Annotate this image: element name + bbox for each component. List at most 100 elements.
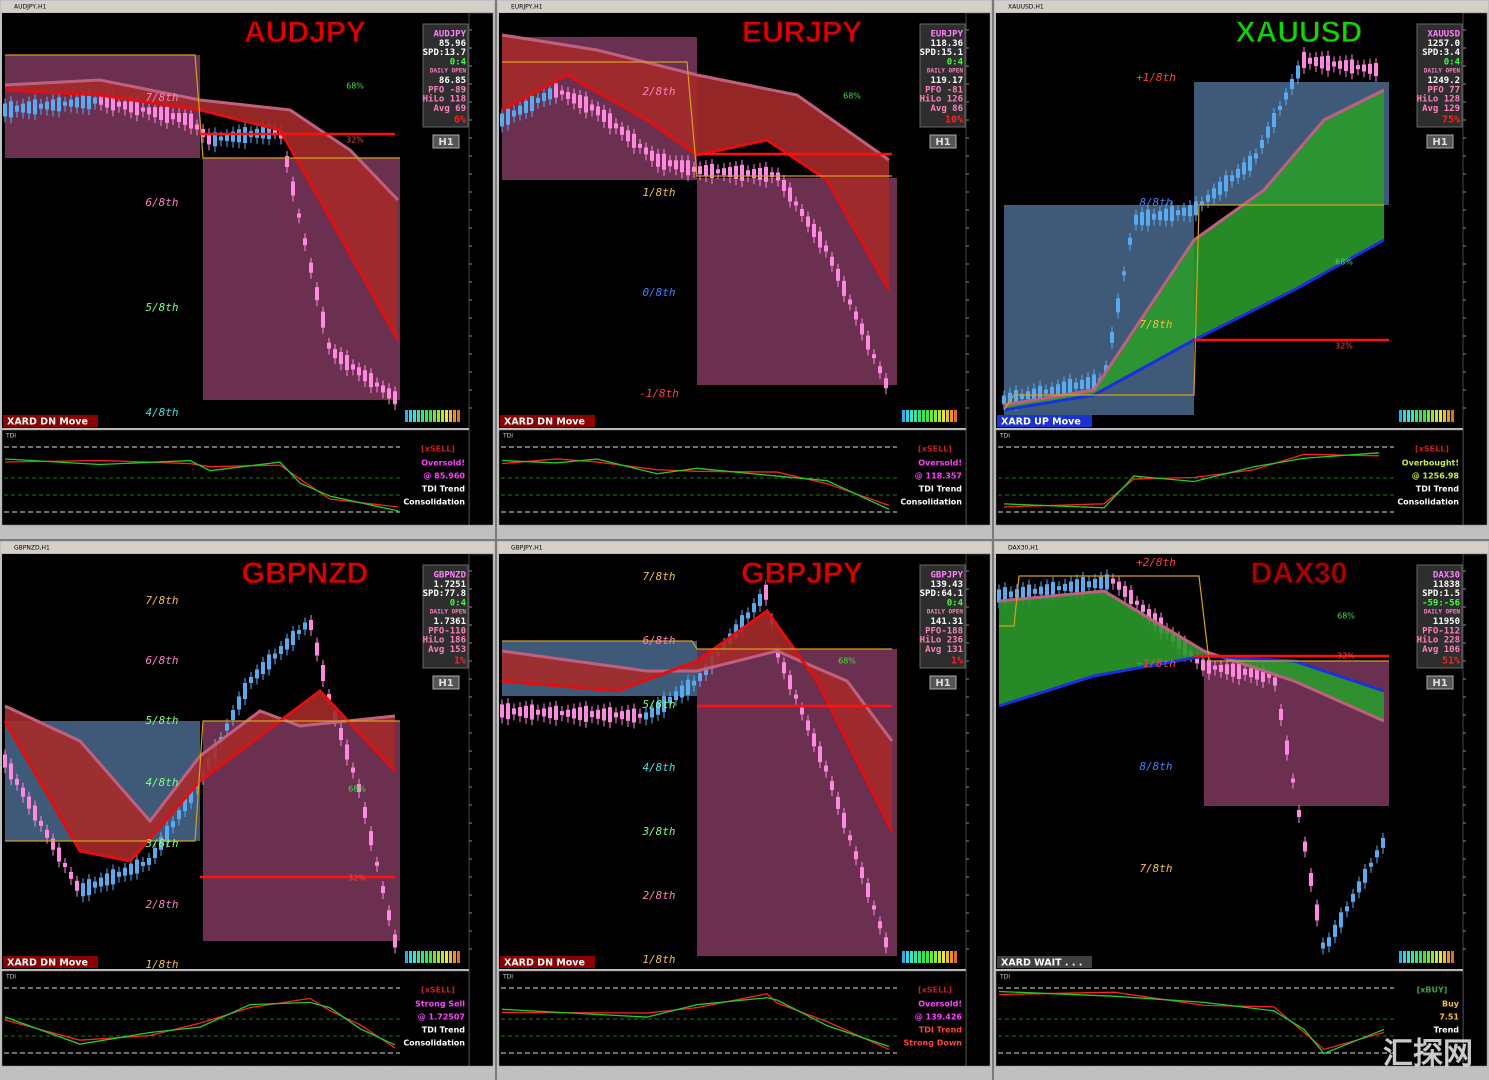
fib-label: 68% [1337, 612, 1355, 621]
watermark: 汇探网 [1383, 1037, 1473, 1072]
candle [524, 705, 528, 718]
info-line: 1.7361 [433, 617, 466, 627]
candle [1122, 271, 1126, 276]
candle [1147, 609, 1151, 620]
candle [554, 83, 558, 98]
strength-bar [1411, 410, 1414, 422]
strength-bar [1411, 951, 1414, 963]
strength-bar [409, 951, 412, 963]
candle [315, 642, 319, 656]
candle [327, 342, 331, 349]
strength-bar [1451, 410, 1454, 422]
candle [75, 97, 79, 108]
date-label: 23 Feb 04:00 [39, 529, 72, 535]
strength-bar [1439, 410, 1442, 422]
strength-bar [1403, 951, 1406, 963]
ma-fast [4, 88, 400, 341]
strength-bar [950, 951, 953, 963]
date-label: 24 Feb 04:00 [737, 529, 770, 535]
candle [219, 136, 223, 141]
candle [231, 710, 235, 720]
candle [1153, 613, 1157, 627]
strength-bar [1407, 410, 1410, 422]
candle [141, 107, 145, 112]
candle [866, 335, 870, 350]
candle [752, 169, 756, 179]
candle [842, 280, 846, 296]
fib-label: 32% [1335, 342, 1353, 351]
candle [1272, 113, 1276, 127]
strength-bar [441, 951, 444, 963]
tdi-text: TDI Trend [1416, 485, 1460, 494]
daily-open-line [5, 720, 400, 842]
date-label: 23 Feb 08:00 [72, 1070, 105, 1076]
candle [1182, 207, 1186, 216]
ma-slow [998, 589, 1385, 723]
candle [345, 744, 349, 760]
candle [860, 867, 864, 879]
candle [650, 150, 654, 161]
status-box [500, 956, 595, 968]
status: XARD DN Move [504, 417, 585, 428]
candle [171, 113, 175, 120]
candle [1152, 213, 1156, 220]
daily-open-line [502, 61, 892, 177]
info-line: 1% [454, 656, 466, 667]
date-label: 24 Feb 16:00 [340, 1070, 373, 1076]
candle [87, 93, 91, 110]
candle [273, 653, 277, 659]
candle [1086, 377, 1090, 390]
date-label: 24 Feb 20:00 [374, 529, 407, 535]
tdi-text: Consolidation [403, 498, 465, 507]
candle [1092, 374, 1096, 390]
title-bar[interactable] [1, 542, 494, 553]
strength-bar [417, 951, 420, 963]
candle [1363, 868, 1367, 883]
tdi-text: @ 85.960 [423, 472, 465, 481]
title-bar[interactable] [498, 1, 991, 12]
strength-bar [1443, 951, 1446, 963]
candle [752, 603, 756, 613]
strength-bar [425, 410, 428, 422]
candle [1267, 672, 1271, 678]
candle [39, 820, 43, 826]
candle [674, 691, 678, 701]
candle [632, 708, 636, 723]
candle [740, 164, 744, 181]
date-label: 23 Feb 16:00 [1133, 529, 1166, 535]
murrey-level: 4/8th [145, 406, 178, 419]
title-bar[interactable] [995, 542, 1488, 553]
fib-label: 32% [348, 874, 366, 883]
candle [1117, 581, 1121, 590]
info-line: PFO 77 [1427, 85, 1460, 95]
murrey-level: 7/8th [145, 594, 178, 607]
strength-bar [1419, 951, 1422, 963]
fib-label: 68% [838, 657, 856, 666]
candle [69, 99, 73, 107]
date-label: 24 Feb 00:00 [703, 529, 736, 535]
title-bar[interactable] [498, 542, 991, 553]
date-label: 24 Feb 00:00 [206, 529, 239, 535]
date-label: 24 Feb 16:00 [1334, 529, 1367, 535]
murrey-level: 7/8th [642, 570, 675, 583]
strength-bar [1423, 951, 1426, 963]
candle [848, 299, 852, 305]
date-label: 23 Feb 16:00 [1133, 1070, 1166, 1076]
title-bar[interactable] [1, 1, 494, 12]
date-label: 24 Feb 12:00 [804, 529, 837, 535]
candle [297, 213, 301, 218]
candle [1344, 60, 1348, 72]
strength-bar [1439, 951, 1442, 963]
tdi-text: TDI Trend [919, 1026, 963, 1035]
strength-bar [1415, 951, 1418, 963]
candle [69, 871, 73, 879]
candle [3, 103, 7, 117]
candle [1213, 665, 1217, 670]
date-label: 24 Feb 04:00 [1234, 1070, 1267, 1076]
candle [1008, 392, 1012, 405]
candle [369, 373, 373, 388]
title-bar[interactable] [995, 1, 1488, 12]
candle [1038, 385, 1042, 400]
strength-bar [1431, 410, 1434, 422]
date-label: 23 Feb 16:00 [139, 529, 172, 535]
